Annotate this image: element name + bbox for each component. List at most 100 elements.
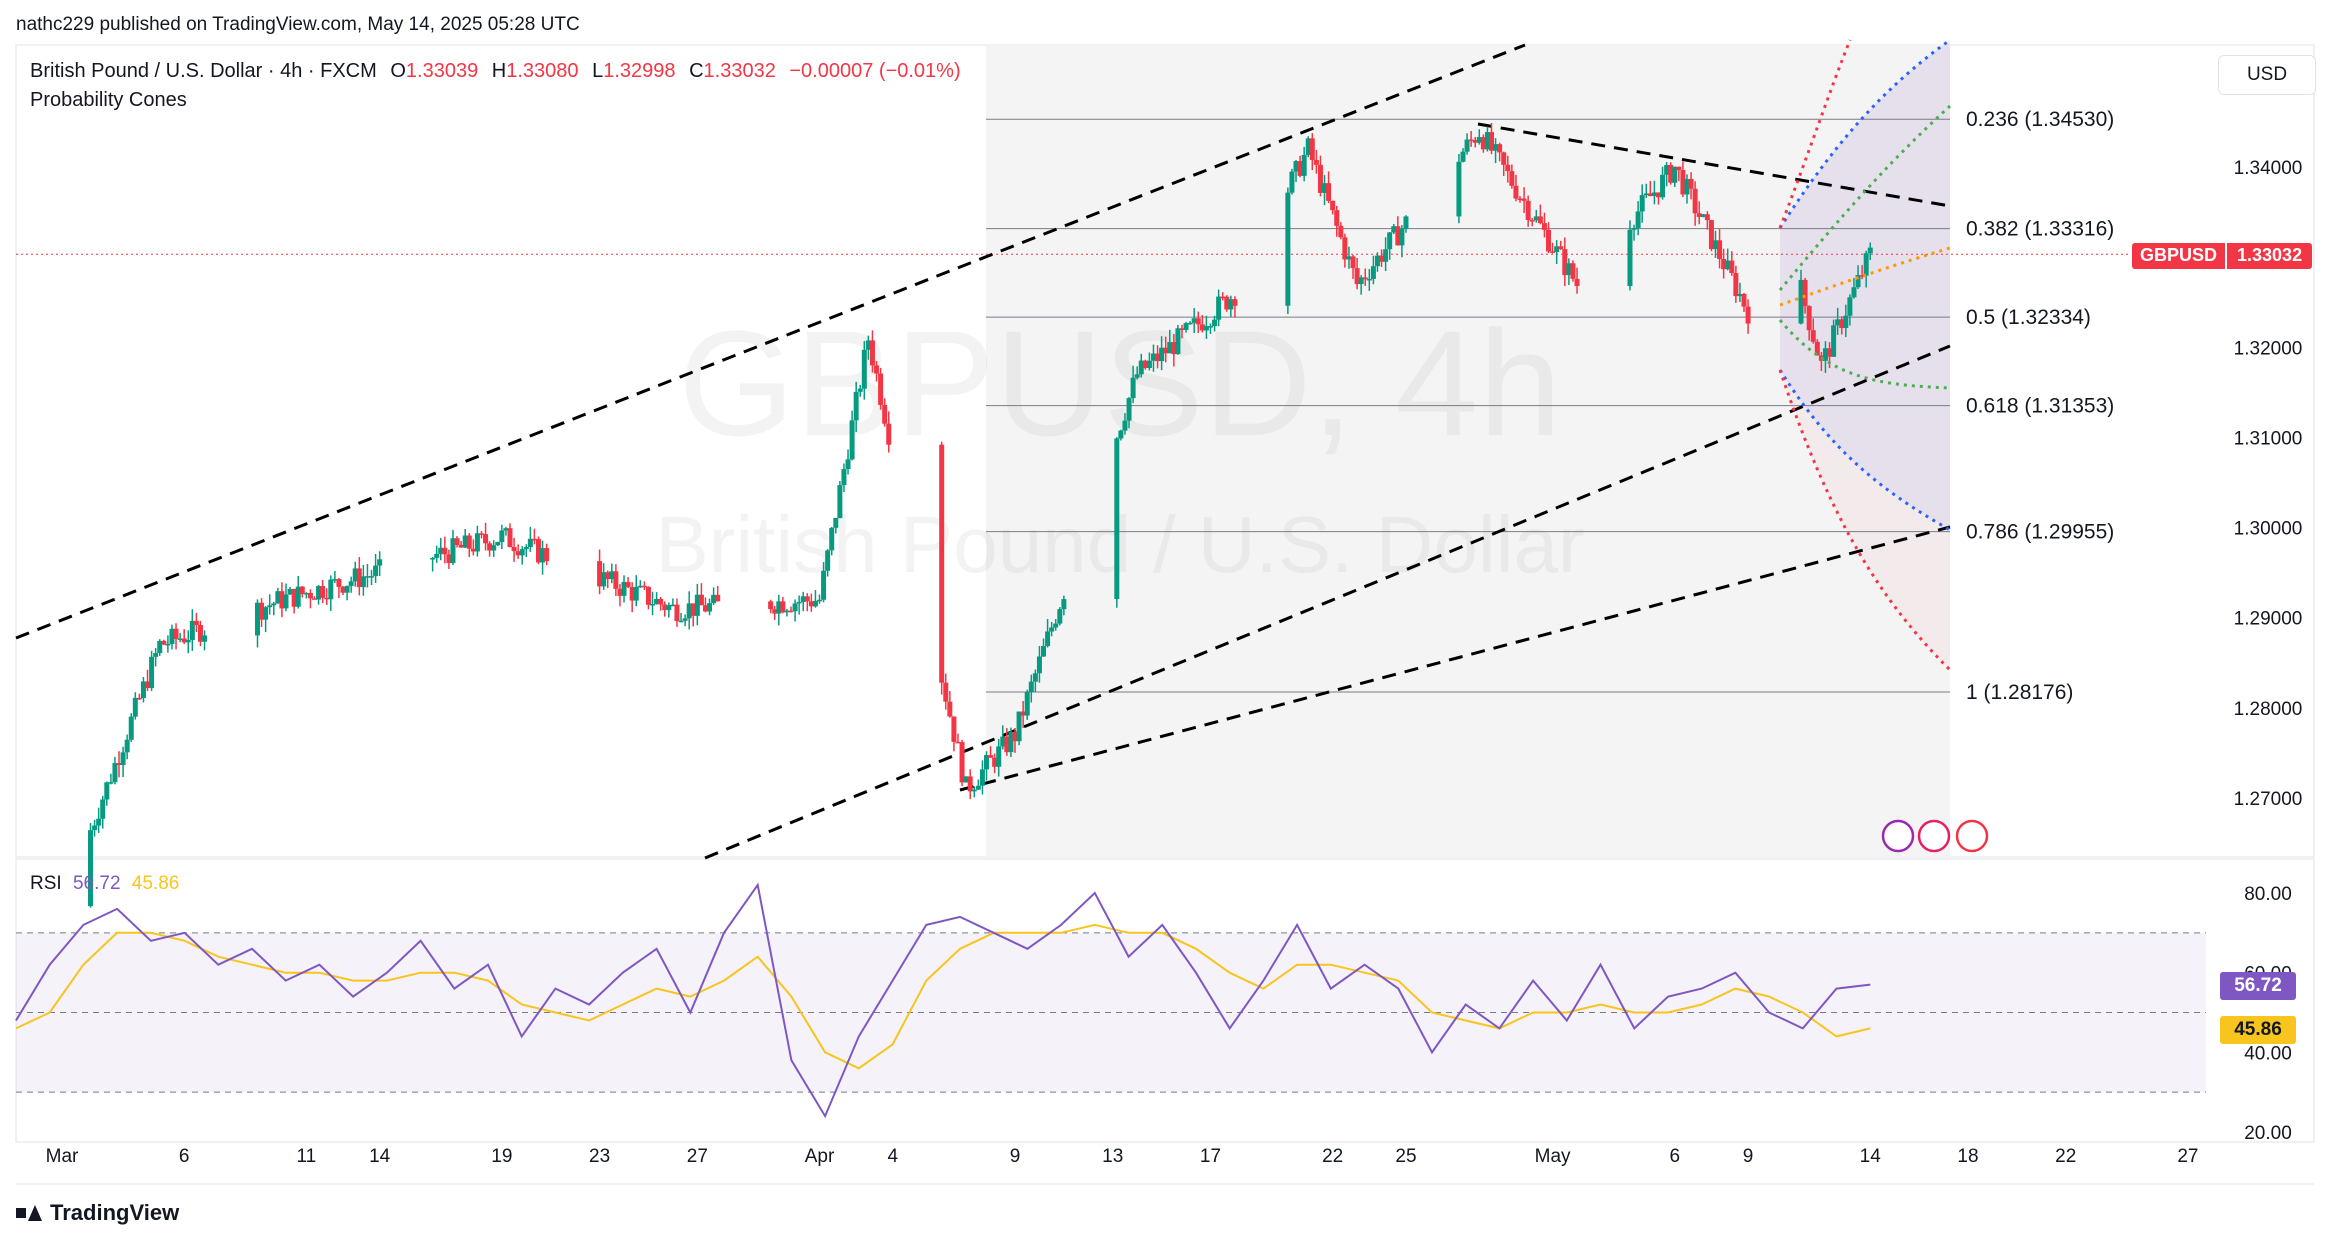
candle-body	[254, 602, 260, 636]
candle-body	[1207, 326, 1213, 328]
candle-body	[1550, 251, 1556, 253]
candle-body	[336, 579, 342, 587]
candle-body	[373, 565, 379, 577]
candle-body	[1484, 132, 1490, 150]
date-axis-tick: 27	[2177, 1146, 2198, 1167]
candle-body	[328, 579, 334, 600]
candle-body	[1220, 296, 1226, 299]
candle-body	[874, 365, 880, 374]
candle-body	[1024, 692, 1030, 716]
rsi-axis-tick: 80.00	[2244, 884, 2292, 905]
date-axis-tick: 23	[589, 1146, 610, 1167]
candle-body	[662, 604, 668, 611]
candle-body	[1012, 731, 1018, 742]
candle-body	[544, 548, 550, 562]
candle-body	[1729, 260, 1735, 274]
candle-body	[979, 769, 985, 786]
candle-body	[951, 716, 957, 742]
candle-body	[853, 391, 859, 421]
candle-body	[88, 830, 94, 907]
candle-body	[1725, 260, 1731, 270]
cone-lower-red	[1778, 369, 1952, 672]
candle-body	[1317, 164, 1323, 193]
candle-body	[1570, 263, 1576, 279]
date-axis-tick: Mar	[46, 1146, 79, 1167]
candle-body	[108, 782, 114, 784]
candle-body	[845, 459, 851, 470]
candle-body	[149, 656, 155, 689]
candle-body	[988, 755, 994, 758]
date-axis-tick: May	[1535, 1146, 1571, 1167]
candle-body	[1000, 736, 1006, 747]
candle-body	[169, 628, 175, 644]
candle-body	[1362, 277, 1368, 280]
candle-body	[641, 585, 647, 588]
candle-body	[1228, 299, 1234, 310]
candle-body	[189, 620, 195, 641]
candle-body	[1036, 656, 1042, 674]
candle-body	[861, 349, 867, 389]
candle-body	[1651, 192, 1657, 197]
candle-body	[487, 543, 493, 551]
candle-body	[1855, 275, 1861, 288]
rsi-pane-frame	[15, 858, 2315, 1143]
probability-cone-fill	[1780, 40, 1950, 530]
uk-flag-icon	[1917, 819, 1951, 853]
candle-body	[849, 420, 855, 460]
candle-body	[605, 572, 611, 580]
watermark-description: British Pound / U.S. Dollar	[655, 500, 1584, 589]
rsi-line	[15, 882, 1871, 1119]
candle-body	[939, 444, 945, 683]
candle-body	[454, 538, 460, 545]
indicator-label[interactable]: Probability Cones	[30, 89, 187, 111]
candle-body	[1839, 319, 1845, 329]
candle-body	[474, 533, 480, 552]
symbol-title[interactable]: British Pound / U.S. Dollar · 4h · FXCM	[30, 60, 377, 82]
candle-body	[1810, 330, 1816, 342]
candle-body	[116, 763, 122, 766]
candle-body	[100, 799, 106, 819]
candle-body	[650, 603, 656, 606]
event-lightning-icon	[1881, 819, 1915, 853]
candle-body	[837, 485, 843, 519]
price-tag-symbol: GBPUSD	[2132, 243, 2226, 269]
candle-body	[1309, 138, 1315, 160]
candle-body	[1020, 711, 1026, 716]
candle-body	[1859, 275, 1865, 277]
candle-body	[507, 528, 513, 548]
candle-body	[1468, 139, 1474, 142]
candle-body	[1041, 646, 1047, 657]
candle-body	[1541, 223, 1547, 230]
candle-body	[947, 701, 953, 717]
fib-level-label: 0.236 (1.34530)	[1966, 108, 2114, 131]
candle-body	[666, 605, 672, 611]
currency-button[interactable]: USD	[2218, 55, 2316, 95]
candle-body	[519, 549, 525, 556]
candle-body	[295, 586, 301, 607]
candle-body	[145, 681, 151, 689]
candle-body	[1061, 599, 1067, 610]
price-tag: GBPUSD 1.33032	[2132, 243, 2313, 269]
candle-body	[263, 607, 269, 620]
candle-body	[1680, 170, 1686, 195]
candle-body	[1537, 216, 1543, 224]
date-axis-tick: 27	[687, 1146, 708, 1167]
candle-body	[1835, 319, 1841, 326]
candle-body	[1558, 246, 1564, 250]
candle-body	[92, 825, 98, 831]
rsi-header: RSI 56.72 45.86	[30, 873, 179, 895]
candle-body	[279, 591, 285, 609]
tradingview-brand[interactable]: TradingView	[16, 1200, 179, 1226]
candle-body	[1863, 253, 1869, 276]
candle-body	[1456, 161, 1462, 217]
rsi-label[interactable]: RSI	[30, 873, 62, 894]
candle-body	[629, 587, 635, 601]
candle-body	[124, 739, 130, 753]
candle-body	[1028, 681, 1034, 693]
candle-body	[955, 741, 961, 744]
candle-body	[478, 533, 484, 535]
candle-body	[963, 776, 969, 783]
channel-lower-line	[704, 344, 1951, 860]
